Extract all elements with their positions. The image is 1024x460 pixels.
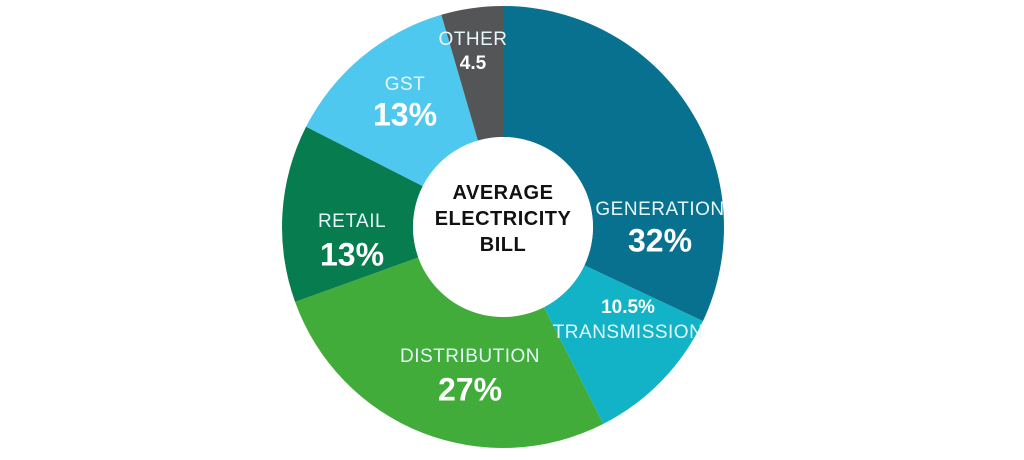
- donut-slice: [503, 6, 724, 322]
- value-label: 10.5%: [601, 297, 655, 318]
- chart-title: AVERAGE ELECTRICITY BILL: [434, 182, 572, 256]
- donut-slice: [306, 14, 478, 187]
- value-label: 13%: [320, 236, 384, 272]
- value-label: 13%: [373, 96, 437, 132]
- value-label: 4.5: [460, 53, 487, 74]
- value-label: 27%: [438, 371, 502, 407]
- slice-label: GENERATION: [595, 199, 724, 220]
- value-label: 32%: [628, 222, 692, 258]
- slice-label: DISTRIBUTION: [400, 346, 540, 367]
- slice-label: GST: [385, 74, 426, 95]
- donut-hole: [413, 137, 593, 317]
- donut-slice: [282, 126, 423, 302]
- slice-label: RETAIL: [318, 211, 386, 232]
- slice-label: OTHER: [439, 29, 508, 50]
- donut-slice: [441, 6, 503, 141]
- donut-slice: [295, 257, 604, 449]
- slice-label: TRANSMISSION: [553, 322, 704, 343]
- donut-slice: [543, 265, 703, 424]
